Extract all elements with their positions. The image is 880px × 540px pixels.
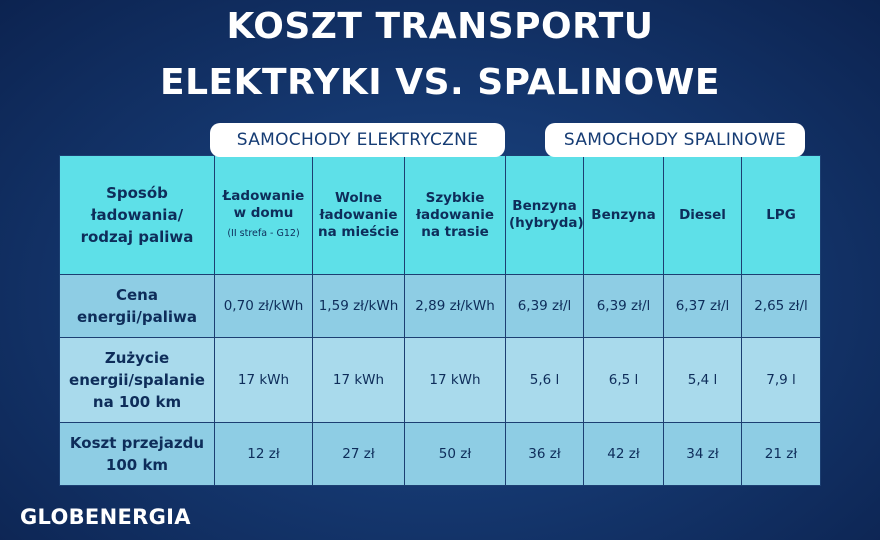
header-slow-charging: Wolne ładowanie na mieście: [312, 155, 405, 275]
table-cell: 36 zł: [505, 422, 584, 486]
table-cell: 5,6 l: [505, 337, 584, 423]
table-cell: 42 zł: [583, 422, 664, 486]
title-line-1: KOSZT TRANSPORTU: [226, 6, 654, 47]
table-cell: 2,89 zł/kWh: [404, 274, 506, 338]
table-cell: 17 kWh: [214, 337, 313, 423]
header-diesel: Diesel: [663, 155, 742, 275]
table-cell: 21 zł: [741, 422, 821, 486]
table-row: Koszt przejazdu 100 km 12 zł 27 zł 50 zł…: [59, 422, 821, 486]
table-cell: 17 kWh: [312, 337, 405, 423]
table-cell: 6,37 zł/l: [663, 274, 742, 338]
combustion-cars-label: SAMOCHODY SPALINOWE: [545, 123, 805, 157]
table-cell: 34 zł: [663, 422, 742, 486]
row-label: Zużycie energii/spalanie na 100 km: [59, 337, 215, 423]
brand-logo: GLOBENERGIA: [20, 505, 191, 529]
row-label: Cena energii/paliwa: [59, 274, 215, 338]
table-cell: 7,9 l: [741, 337, 821, 423]
table-cell: 50 zł: [404, 422, 506, 486]
table-cell: 17 kWh: [404, 337, 506, 423]
header-row-label: Sposób ładowania/ rodzaj paliwa: [59, 155, 215, 275]
table-header-row: Sposób ładowania/ rodzaj paliwa Ładowani…: [59, 155, 821, 275]
table-cell: 6,39 zł/l: [583, 274, 664, 338]
cost-comparison-table: Sposób ładowania/ rodzaj paliwa Ładowani…: [59, 155, 821, 486]
table-cell: 5,4 l: [663, 337, 742, 423]
table-cell: 2,65 zł/l: [741, 274, 821, 338]
table-cell: 0,70 zł/kWh: [214, 274, 313, 338]
title-line-2: ELEKTRYKI VS. SPALINOWE: [160, 62, 720, 103]
header-fast-charging: Szybkie ładowanie na trasie: [404, 155, 506, 275]
header-petrol: Benzyna: [583, 155, 664, 275]
electric-cars-label: SAMOCHODY ELEKTRYCZNE: [210, 123, 505, 157]
row-label: Koszt przejazdu 100 km: [59, 422, 215, 486]
header-sublabel: (II strefa - G12): [227, 228, 300, 239]
header-label: Ładowanie w domu: [222, 188, 305, 221]
table-cell: 27 zł: [312, 422, 405, 486]
table-cell: 12 zł: [214, 422, 313, 486]
table-row: Cena energii/paliwa 0,70 zł/kWh 1,59 zł/…: [59, 274, 821, 338]
header-home-charging: Ładowanie w domu (II strefa - G12): [214, 155, 313, 275]
table-cell: 6,39 zł/l: [505, 274, 584, 338]
table-cell: 1,59 zł/kWh: [312, 274, 405, 338]
table-row: Zużycie energii/spalanie na 100 km 17 kW…: [59, 337, 821, 423]
header-petrol-hybrid: Benzyna (hybryda): [505, 155, 584, 275]
header-lpg: LPG: [741, 155, 821, 275]
table-cell: 6,5 l: [583, 337, 664, 423]
